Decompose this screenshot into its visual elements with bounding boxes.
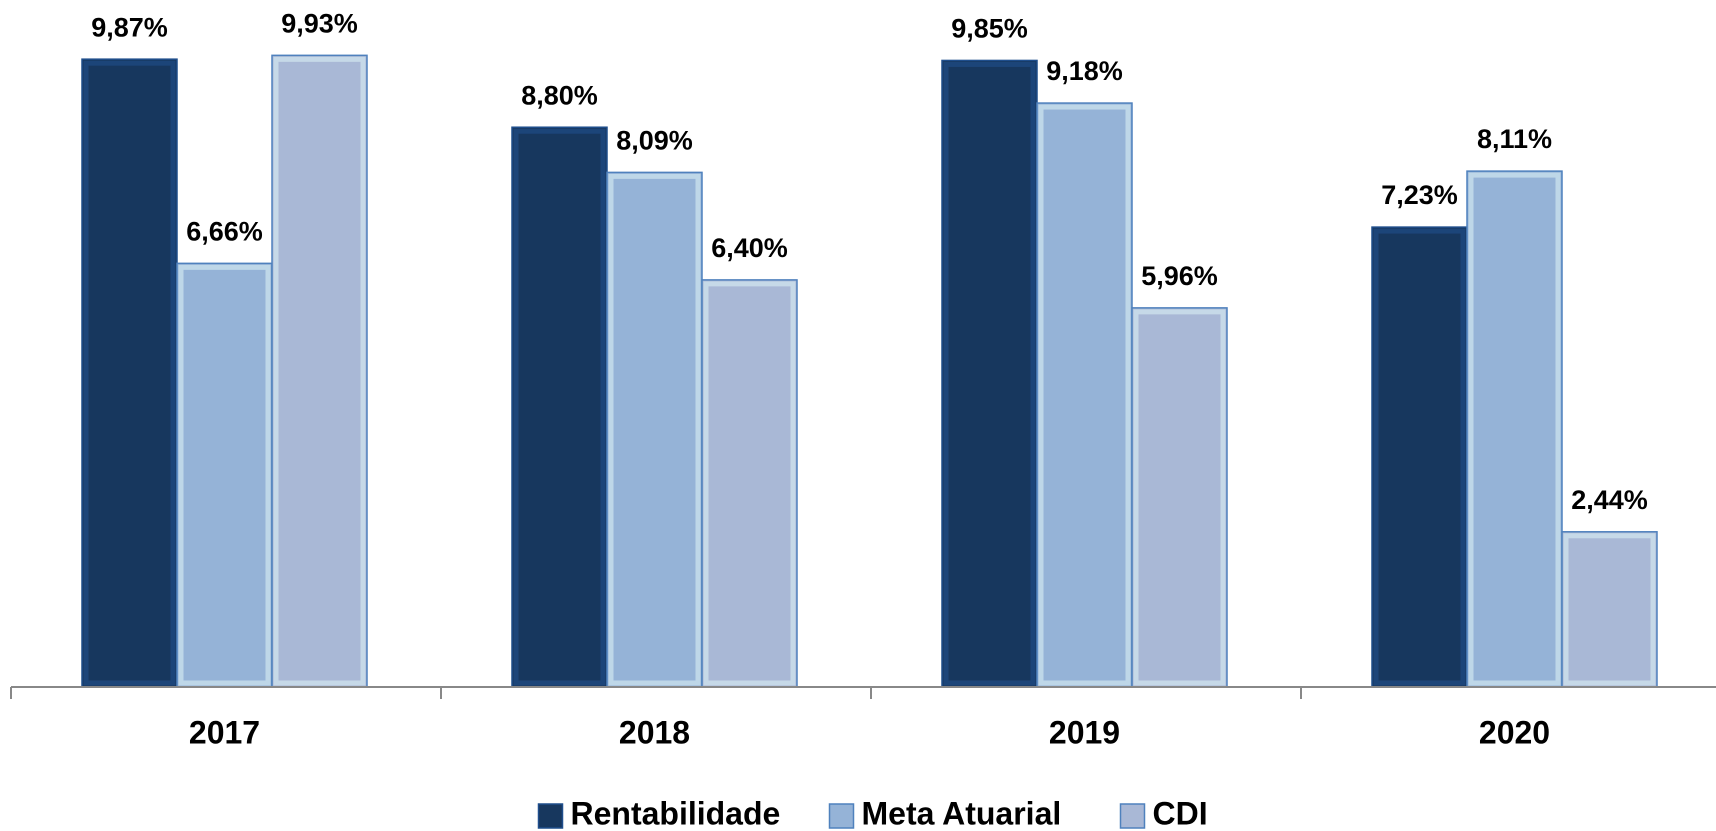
data-label: 8,09% xyxy=(616,126,693,156)
data-label: 2,44% xyxy=(1571,485,1648,515)
bar xyxy=(176,262,273,688)
data-label: 9,87% xyxy=(91,12,168,42)
bar xyxy=(701,279,798,688)
bar-bevel xyxy=(1563,533,1656,686)
bar-bevel xyxy=(178,264,271,686)
data-label: 9,18% xyxy=(1046,56,1123,86)
bar xyxy=(1466,170,1563,688)
legend-label: Rentabilidade xyxy=(571,795,781,831)
data-label: 9,85% xyxy=(951,14,1028,44)
bar xyxy=(1561,531,1658,688)
bar xyxy=(606,171,703,688)
data-label: 9,93% xyxy=(281,8,358,38)
data-label: 7,23% xyxy=(1381,180,1458,210)
bar-bevel xyxy=(1373,228,1466,686)
bar xyxy=(1371,226,1468,688)
bar xyxy=(511,126,608,688)
data-label: 8,80% xyxy=(521,80,598,110)
bar-bevel xyxy=(1133,309,1226,686)
bar-bevel xyxy=(1038,104,1131,686)
x-tick-label: 2017 xyxy=(189,714,260,750)
bar-bevel xyxy=(1468,172,1561,686)
bar-bevel xyxy=(703,281,796,686)
bar-bevel xyxy=(513,128,606,686)
bar xyxy=(941,59,1038,688)
bar xyxy=(81,58,178,688)
legend-label: Meta Atuarial xyxy=(862,795,1062,831)
data-label: 6,40% xyxy=(711,233,788,263)
bar-bevel xyxy=(943,61,1036,686)
bar xyxy=(271,54,368,688)
bar xyxy=(1131,307,1228,688)
data-label: 6,66% xyxy=(186,216,263,246)
x-tick-label: 2020 xyxy=(1479,714,1550,750)
bar xyxy=(1036,102,1133,688)
bar-bevel xyxy=(273,56,366,686)
legend-label: CDI xyxy=(1153,795,1208,831)
bar-bevel xyxy=(83,60,176,686)
legend-swatch xyxy=(828,803,855,829)
legend-swatch xyxy=(1119,803,1146,829)
x-tick-label: 2019 xyxy=(1049,714,1120,750)
x-tick-label: 2018 xyxy=(619,714,690,750)
legend-swatch xyxy=(537,803,564,829)
data-label: 8,11% xyxy=(1477,124,1552,154)
data-label: 5,96% xyxy=(1141,261,1218,291)
bar-bevel xyxy=(608,173,701,686)
